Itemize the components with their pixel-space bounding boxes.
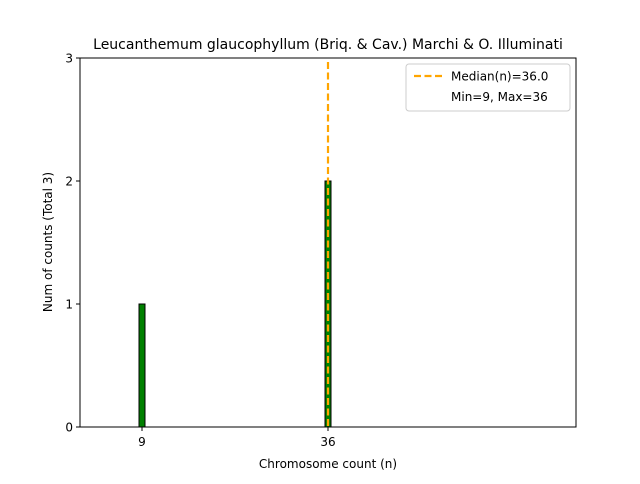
legend-median-label: Median(n)=36.0 [451,70,548,84]
y-tick-label-1: 1 [65,298,73,312]
y-tick-label-2: 2 [65,175,73,189]
legend: Median(n)=36.0 Min=9, Max=36 [405,63,571,112]
plot-area: 9 36 0 1 2 3 [65,52,577,449]
y-tick-label-3: 3 [65,52,73,66]
chart-title: Leucanthemum glaucophyllum (Briq. & Cav.… [93,37,563,53]
legend-box [405,63,571,112]
x-axis-label: Chromosome count (n) [259,457,397,471]
bar-9 [138,303,146,428]
x-tick-label-9: 9 [138,435,146,449]
x-tick-label-36: 36 [320,435,335,449]
y-axis-label: Num of counts (Total 3) [41,172,55,312]
y-tick-label-0: 0 [65,421,73,435]
legend-range-label: Min=9, Max=36 [451,90,548,104]
